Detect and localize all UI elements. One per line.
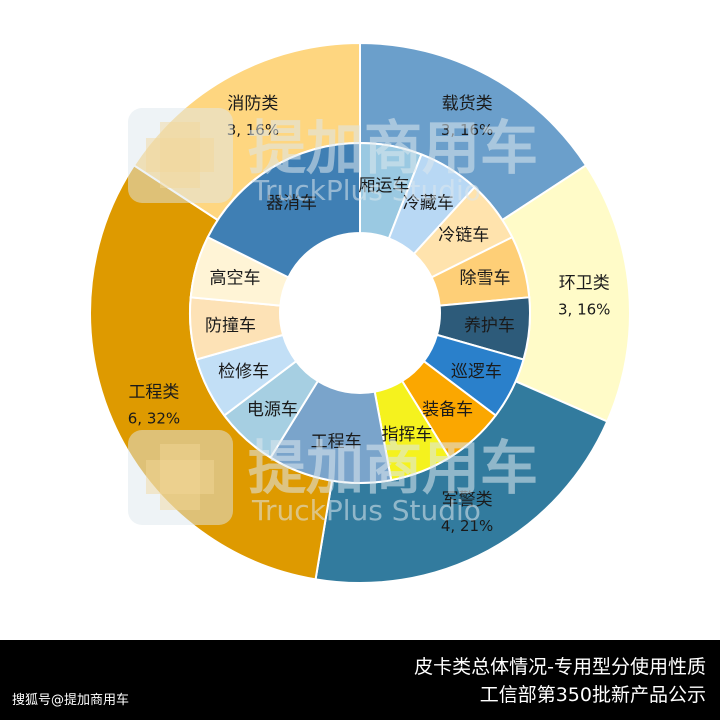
inner-label-4: 养护车 <box>464 316 515 336</box>
inner-label-3: 除雪车 <box>460 268 511 288</box>
inner-label-2: 冷链车 <box>438 226 489 246</box>
inner-label-5: 巡逻车 <box>451 362 502 382</box>
inner-label-12: 高空车 <box>209 268 260 288</box>
outer-label-2: 军警类 4, 21% <box>441 490 493 535</box>
inner-label-13: 器消车 <box>266 193 317 213</box>
nested-donut-chart: 载货类 3, 16% 环卫类 3, 16% 军警类 4, 21% 工程类 6, 32% 消防类 3… <box>89 41 631 584</box>
inner-label-8: 工程车 <box>311 432 362 452</box>
inner-label-0: 厢运车 <box>358 176 409 196</box>
outer-label-4: 消防类 3, 16% <box>227 94 279 139</box>
inner-label-10: 检修车 <box>218 362 269 382</box>
inner-label-11: 防撞车 <box>205 316 256 336</box>
footer-title-line-2: 工信部第350批新产品公示 <box>479 684 706 706</box>
footer-title-line-1: 皮卡类总体情况-专用型分使用性质 <box>414 656 706 678</box>
inner-slice-13 <box>206 141 361 279</box>
outer-label-1: 环卫类 3, 16% <box>558 273 610 318</box>
outer-label-3: 工程类 6, 32% <box>128 382 180 427</box>
inner-label-9: 电源车 <box>247 400 298 420</box>
footer-source-credit: 搜狐号@提加商用车 <box>12 693 130 708</box>
outer-ring <box>89 41 631 584</box>
outer-label-0: 载货类 3, 16% <box>441 94 493 139</box>
slice-labels: 载货类 3, 16% 环卫类 3, 16% 军警类 4, 21% 工程类 6, 32% 消防类 3… <box>128 94 611 535</box>
footer-bar: 皮卡类总体情况-专用型分使用性质 工信部第350批新产品公示 搜狐号@提加商用车 <box>0 640 720 720</box>
inner-ring <box>189 141 531 484</box>
inner-label-1: 冷藏车 <box>403 193 454 213</box>
inner-label-7: 指挥车 <box>381 425 432 445</box>
inner-label-6: 装备车 <box>422 400 473 420</box>
